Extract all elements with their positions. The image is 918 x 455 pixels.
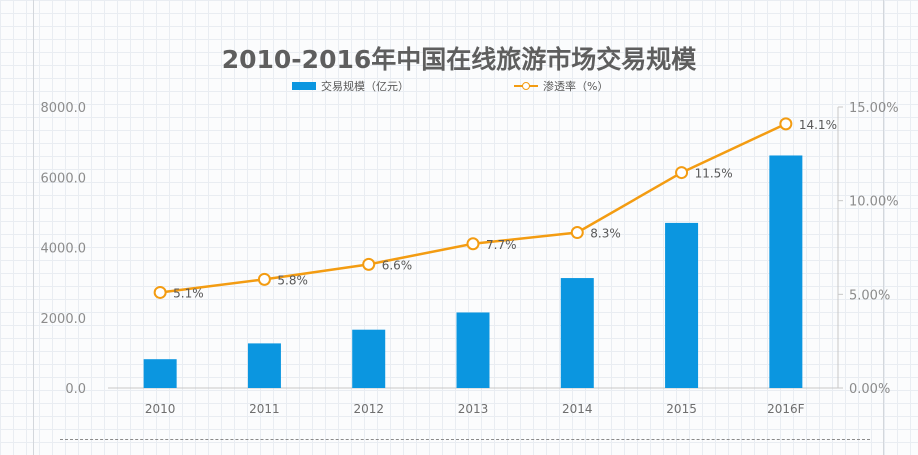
line-point [466, 237, 480, 251]
x-tick-label: 2014 [562, 402, 593, 416]
x-tick-label: 2010 [145, 402, 176, 416]
bottom-divider [60, 439, 870, 440]
legend-label-line: 渗透率（%） [543, 80, 609, 93]
y-left-tick-label: 8000.0 [41, 101, 87, 116]
y-left-tick-label: 4000.0 [41, 242, 87, 257]
data-label: 5.8% [277, 273, 308, 287]
x-tick-label: 2016F [767, 402, 805, 416]
data-label: 11.5% [695, 167, 733, 181]
legend-label-bar: 交易规模（亿元） [321, 80, 409, 93]
chart-title: 2010-2016年中国在线旅游市场交易规模 [221, 45, 697, 74]
bar-2010 [143, 359, 177, 388]
y-right-tick-label: 15.00% [849, 101, 899, 116]
data-label: 6.6% [382, 258, 413, 272]
y-right-tick-label: 10.00% [849, 195, 899, 210]
legend-item-bar: 交易规模（亿元） [292, 78, 409, 94]
line-point [570, 226, 584, 240]
data-label: 7.7% [486, 238, 517, 252]
y-left-tick-label: 6000.0 [41, 171, 87, 186]
data-label: 14.1% [799, 118, 837, 132]
bar-2016f [769, 155, 803, 388]
bar-2013 [456, 312, 490, 388]
legend-swatch-line [514, 81, 538, 91]
x-tick-label: 2012 [353, 402, 384, 416]
data-label: 8.3% [590, 227, 621, 241]
legend-swatch-bar [292, 82, 316, 90]
bar-2014 [560, 278, 594, 388]
chart-frame [33, 0, 884, 455]
y-right-tick-label: 0.00% [849, 382, 890, 397]
x-tick-label: 2013 [458, 402, 489, 416]
line-point [257, 272, 271, 286]
bar-2015 [665, 222, 699, 388]
data-label: 5.1% [173, 286, 204, 300]
line-point [362, 257, 376, 271]
x-tick-label: 2011 [249, 402, 280, 416]
x-tick-label: 2015 [666, 402, 697, 416]
legend-item-line: 渗透率（%） [514, 78, 608, 94]
y-left-tick-label: 0.0 [65, 382, 86, 397]
bar-2011 [247, 343, 281, 388]
y-left-tick-label: 2000.0 [41, 312, 87, 327]
line-point [153, 285, 167, 299]
y-right-tick-label: 5.00% [849, 288, 890, 303]
line-point [675, 166, 689, 180]
line-point [779, 117, 793, 131]
bar-2012 [352, 329, 386, 388]
